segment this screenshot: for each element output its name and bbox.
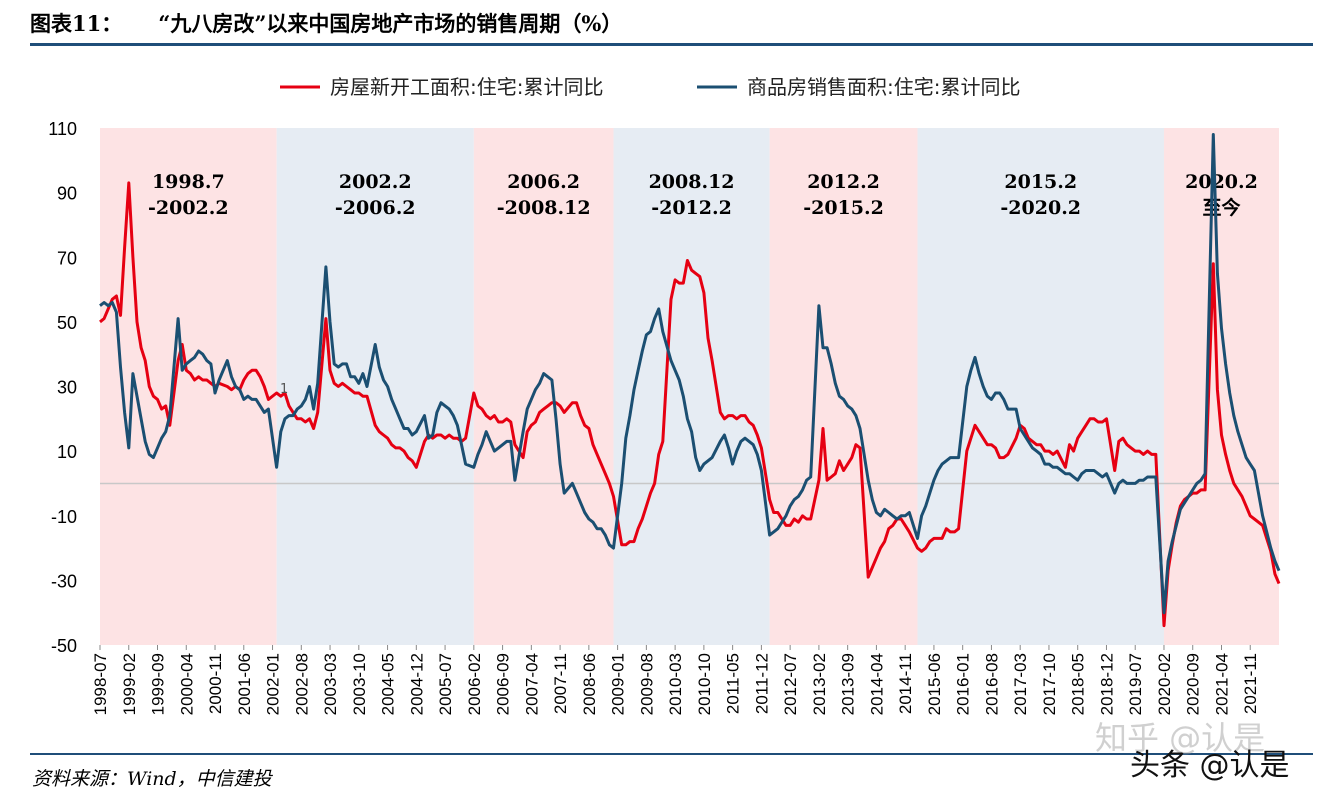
x-tick-label: 2017-10 [1040,653,1059,715]
x-tick-label: 2019-07 [1126,653,1145,715]
x-tick-label: 2015-06 [925,653,944,715]
line-chart: 1998.7 -2002.2 2002.2 -2006.2 2006.2 -2008.12… [48,75,1281,715]
x-tick-label: 2001-06 [235,653,254,715]
y-tick-label: -10 [51,507,77,527]
x-tick-label: 2008-06 [580,653,599,715]
period-label-end: -2002.2 [148,197,229,219]
x-tick-label: 2020-09 [1184,653,1203,715]
x-axis: 1998-07 1999-02 1999-09 2000-04 2000-11 2001-… [91,645,1260,715]
series-line-new-starts [99,181,1281,628]
x-tick-label: 2021-11 [1241,653,1260,714]
period-label-end: -2020.2 [1000,197,1081,219]
x-tick-label: 2011-12 [752,653,771,714]
period-label-start: 2008.12 [649,171,735,193]
x-tick-label: 2000-11 [206,653,225,714]
source-note: 资料来源：Wind，中信建投 [32,768,272,790]
y-tick-label: 30 [57,378,77,398]
period-band [1163,128,1279,645]
y-axis: 110 90 70 50 30 10 -10 -30 -50 [48,119,77,656]
y-tick-label: 50 [57,313,77,333]
x-tick-label: 2013-09 [839,653,858,715]
x-tick-label: 2016-08 [982,653,1001,715]
x-tick-label: 2003-03 [321,653,340,715]
page-title: 图表11： “九八房改”以来中国房地产市场的销售周期（%） [30,8,622,38]
figure-title: “九八房改”以来中国房地产市场的销售周期（%） [158,11,623,36]
stray-label: 1 [280,382,288,397]
footer-rule [30,753,1313,755]
period-label-end: -2015.2 [803,197,884,219]
x-tick-label: 1998-07 [91,653,110,715]
period-label-end: -2006.2 [335,197,416,219]
y-tick-label: 90 [57,184,77,204]
x-tick-label: 2020-02 [1155,653,1174,715]
y-tick-label: -50 [51,636,77,656]
series-lines [99,133,1281,628]
x-tick-label: 2002-01 [264,653,283,715]
period-label-start: 2020.2 [1185,171,1258,193]
period-label-start: 2002.2 [339,171,412,193]
period-label-start: 1998.7 [152,171,225,193]
period-label-end: -2012.2 [651,197,732,219]
x-tick-label: 2021-04 [1212,653,1231,715]
x-tick-label: 2000-04 [177,653,196,715]
series-line-sales [99,133,1281,615]
x-tick-label: 1999-02 [120,653,139,715]
x-tick-label: 2004-05 [379,653,398,715]
legend-label: 房屋新开工面积:住宅:累计同比 [330,75,603,99]
x-tick-label: 2002-08 [292,653,311,715]
legend: 房屋新开工面积:住宅:累计同比 商品房销售面积:住宅:累计同比 [280,75,1020,99]
y-tick-label: 110 [48,119,77,139]
x-tick-label: 2003-10 [350,653,369,715]
x-tick-label: 2018-05 [1069,653,1088,715]
y-tick-label: -30 [51,571,77,591]
x-tick-label: 2007-04 [522,653,541,715]
x-tick-label: 2010-10 [695,653,714,715]
x-tick-label: 2005-07 [436,653,455,715]
period-label-start: 2015.2 [1004,171,1077,193]
period-band [917,128,1164,645]
period-bands [100,128,1279,645]
x-tick-label: 2017-03 [1011,653,1030,715]
x-tick-label: 2011-05 [724,653,743,714]
x-tick-label: 2012-07 [781,653,800,715]
x-tick-label: 2010-03 [666,653,685,715]
x-tick-label: 2006-09 [494,653,513,715]
period-label-start: 2012.2 [807,171,880,193]
watermark-toutiao: 头条 @认是 [1130,748,1290,783]
x-tick-label: 1999-09 [149,653,168,715]
x-tick-label: 2009-01 [609,653,628,715]
x-tick-label: 2006-02 [465,653,484,715]
period-band [613,128,770,645]
x-tick-label: 2007-11 [551,653,570,714]
header-rule [30,43,1313,46]
x-tick-label: 2014-11 [896,653,915,714]
x-tick-label: 2009-08 [637,653,656,715]
x-tick-label: 2016-01 [954,653,973,715]
period-label-end: -2008.12 [497,197,591,219]
y-tick-label: 70 [57,248,77,268]
legend-label: 商品房销售面积:住宅:累计同比 [747,75,1020,99]
period-label-end: 至今 [1202,196,1240,219]
period-band [769,128,918,645]
x-tick-label: 2004-12 [407,653,426,715]
period-label-start: 2006.2 [507,171,580,193]
watermark-zhihu: 知乎 @认是 [1095,719,1266,757]
period-band [473,128,614,645]
x-tick-label: 2014-04 [867,653,886,715]
x-tick-label: 2018-12 [1097,653,1116,715]
x-tick-label: 2013-02 [810,653,829,715]
figure-label: 图表11： [30,11,123,36]
y-tick-label: 10 [57,442,77,462]
